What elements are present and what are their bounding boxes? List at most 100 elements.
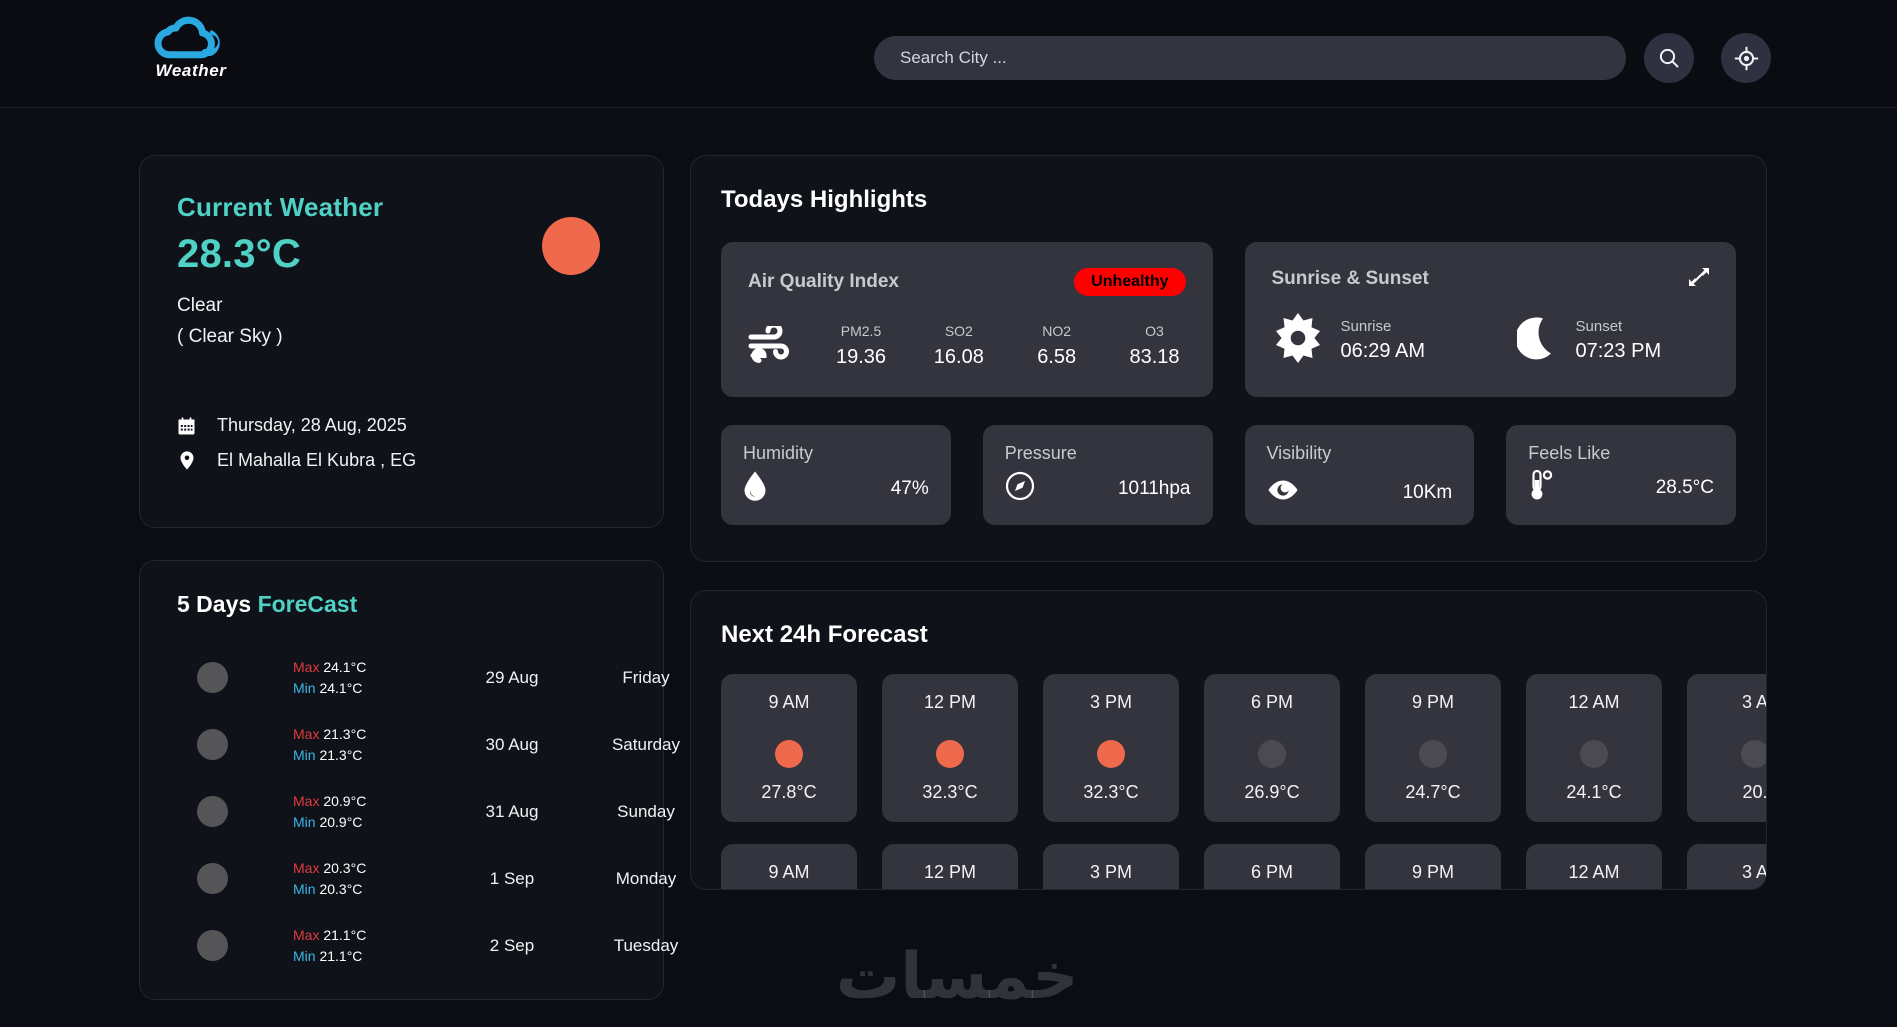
forecast-row: Max 21.1°C Min 21.1°C 2 Sep Tuesday: [177, 912, 678, 979]
next-24h-wind-item[interactable]: 9 AM: [721, 844, 857, 889]
metric-label: Feels Like: [1528, 443, 1611, 463]
min-label: Min: [293, 880, 316, 897]
next-24h-time: 3 PM: [1089, 692, 1132, 712]
sunrise-text: Sunrise 06:29 AM: [1341, 318, 1426, 363]
max-value: 21.1°C: [323, 926, 367, 943]
next-24h-wind-item[interactable]: 6 PM: [1204, 844, 1340, 889]
forecast-list: Max 24.1°C Min 24.1°C 29 Aug Friday Max 21.3…: [177, 644, 680, 979]
air-quality-body: PM2.5 19.36 SO2 16.08 NO2 6.58 O3 83.18: [748, 323, 1186, 369]
metric-value: 1011hpa: [1117, 477, 1191, 499]
sunset-value: 07:23 PM: [1575, 340, 1662, 362]
highlight-metric-card: Feels Like 28.5°C: [1506, 425, 1736, 525]
next-24h-item[interactable]: 6 PM 26.9°C: [1204, 674, 1340, 822]
highlights-title: Todays Highlights: [721, 186, 928, 213]
forecast-title: 5 Days ForeCast: [177, 591, 626, 618]
next-24h-temp: 27.8°C: [761, 782, 817, 802]
sunrise-block: Sunrise 06:29 AM: [1272, 312, 1517, 369]
next-24h-item[interactable]: 9 AM 27.8°C: [721, 674, 857, 822]
next-24h-item[interactable]: 3 A 20.: [1687, 674, 1766, 822]
min-value: 21.3°C: [319, 746, 363, 763]
forecast-max: Max 24.1°C: [293, 657, 468, 678]
highlights-metric-row: Humidity 47% Pressure 1011hpa Visibility 10Km…: [721, 425, 1736, 525]
air-quality-metric-value: 6.58: [1037, 346, 1077, 368]
forecast-title-prefix: 5 Days: [177, 591, 258, 617]
left-column: Current Weather 28.3°C Clear ( Clear Sky…: [139, 155, 680, 1000]
sun-circle-icon: [542, 217, 600, 275]
cloud-grey-icon: [1258, 740, 1286, 768]
min-label: Min: [293, 947, 316, 964]
max-value: 20.9°C: [323, 792, 367, 809]
cloud-icon: [154, 16, 220, 59]
cloud-grey-icon: [1580, 740, 1608, 768]
next-24h-time: 12 AM: [1568, 692, 1620, 712]
air-quality-metric-value: 16.08: [933, 346, 984, 368]
metric-footer: 28.5°C: [1528, 469, 1714, 506]
min-value: 20.9°C: [319, 813, 363, 830]
next-24h-time: 9 PM: [1411, 692, 1454, 712]
next-24h-wind-item[interactable]: 12 PM: [882, 844, 1018, 889]
forecast-day: Monday: [615, 868, 677, 888]
metric-label: Pressure: [1004, 443, 1077, 463]
next-24h-wind-time: 12 AM: [1568, 862, 1620, 882]
current-location: El Mahalla El Kubra , EG: [217, 450, 417, 470]
next-24h-item[interactable]: 3 PM 32.3°C: [1043, 674, 1179, 822]
cloud-grey-icon: [197, 729, 228, 760]
water-drop-icon: [743, 471, 767, 506]
max-label: Max: [293, 859, 320, 876]
forecast-max: Max 21.3°C: [293, 724, 468, 745]
next-24h-temperature-strip[interactable]: 9 AM 27.8°C 12 PM 32.3°C 3 PM 32.3°C 6 PM 26.9°…: [721, 674, 1766, 822]
next-24h-item[interactable]: 12 AM 24.1°C: [1526, 674, 1662, 822]
next-24h-wind-strip[interactable]: 9 AM 12 PM 3 PM 6 PM 9 PM 12 AM 3 A: [721, 844, 1766, 889]
current-weather-card: Current Weather 28.3°C Clear ( Clear Sky…: [139, 155, 664, 528]
forecast-temps: Max 21.1°C Min 21.1°C: [293, 925, 468, 967]
next-24h-temp: 24.7°C: [1405, 782, 1461, 802]
forecast-min: Min 21.3°C: [293, 745, 468, 766]
forecast-min: Min 20.9°C: [293, 812, 468, 833]
next-24h-wind-time: 3 PM: [1089, 862, 1132, 882]
forecast-title-accent: ForeCast: [257, 591, 358, 617]
cloud-grey-icon: [197, 930, 228, 961]
min-label: Min: [293, 746, 316, 763]
air-quality-metric-label: SO2: [944, 323, 973, 339]
next-24h-item[interactable]: 12 PM 32.3°C: [882, 674, 1018, 822]
next-24h-wind-item[interactable]: 3 PM: [1043, 844, 1179, 889]
search-button[interactable]: [1644, 33, 1694, 83]
search-field-wrapper: [874, 36, 1626, 80]
forecast-max: Max 21.1°C: [293, 925, 468, 946]
air-quality-metric-label: PM2.5: [840, 323, 882, 339]
compass-icon: [1005, 471, 1035, 506]
current-location-button[interactable]: [1721, 33, 1771, 83]
air-quality-title: Air Quality Index: [748, 271, 899, 292]
air-quality-header: Air Quality Index Unhealthy: [748, 268, 1186, 296]
current-temperature: 28.3°C: [177, 232, 301, 276]
search-icon: [1659, 48, 1679, 68]
min-label: Min: [293, 813, 316, 830]
expand-arrows-icon[interactable]: [1688, 266, 1710, 293]
min-value: 20.3°C: [319, 880, 363, 897]
air-quality-status-badge: Unhealthy: [1074, 268, 1186, 296]
todays-highlights-card: Todays Highlights Air Quality Index Unhe…: [690, 155, 1767, 562]
forecast-max: Max 20.9°C: [293, 791, 468, 812]
sun-circle-icon: [1097, 740, 1125, 768]
brand-logo: Weather: [143, 14, 239, 81]
air-quality-card: Air Quality Index Unhealthy: [721, 242, 1213, 397]
search-input[interactable]: [874, 36, 1626, 80]
next-24h-wind-item[interactable]: 9 PM: [1365, 844, 1501, 889]
eye-icon: [1267, 479, 1299, 506]
air-quality-metric-label: NO2: [1042, 323, 1072, 339]
brand-name: Weather: [155, 61, 227, 80]
metric-label: Humidity: [743, 443, 814, 463]
max-label: Max: [293, 926, 320, 943]
metric-footer: 1011hpa: [1005, 471, 1191, 506]
sun-circle-icon: [936, 740, 964, 768]
sunset-text: Sunset 07:23 PM: [1576, 318, 1662, 363]
metric-value: 47%: [890, 477, 929, 499]
forecast-min: Min 20.3°C: [293, 879, 468, 900]
forecast-row: Max 21.3°C Min 21.3°C 30 Aug Saturday: [177, 711, 680, 778]
next-24h-wind-item[interactable]: 12 AM: [1526, 844, 1662, 889]
current-date-row: Thursday, 28 Aug, 2025: [177, 415, 626, 436]
next-24h-item[interactable]: 9 PM 24.7°C: [1365, 674, 1501, 822]
forecast-date: 1 Sep: [489, 868, 535, 888]
next-24h-time: 12 PM: [923, 692, 977, 712]
next-24h-wind-item[interactable]: 3 A: [1687, 844, 1766, 889]
